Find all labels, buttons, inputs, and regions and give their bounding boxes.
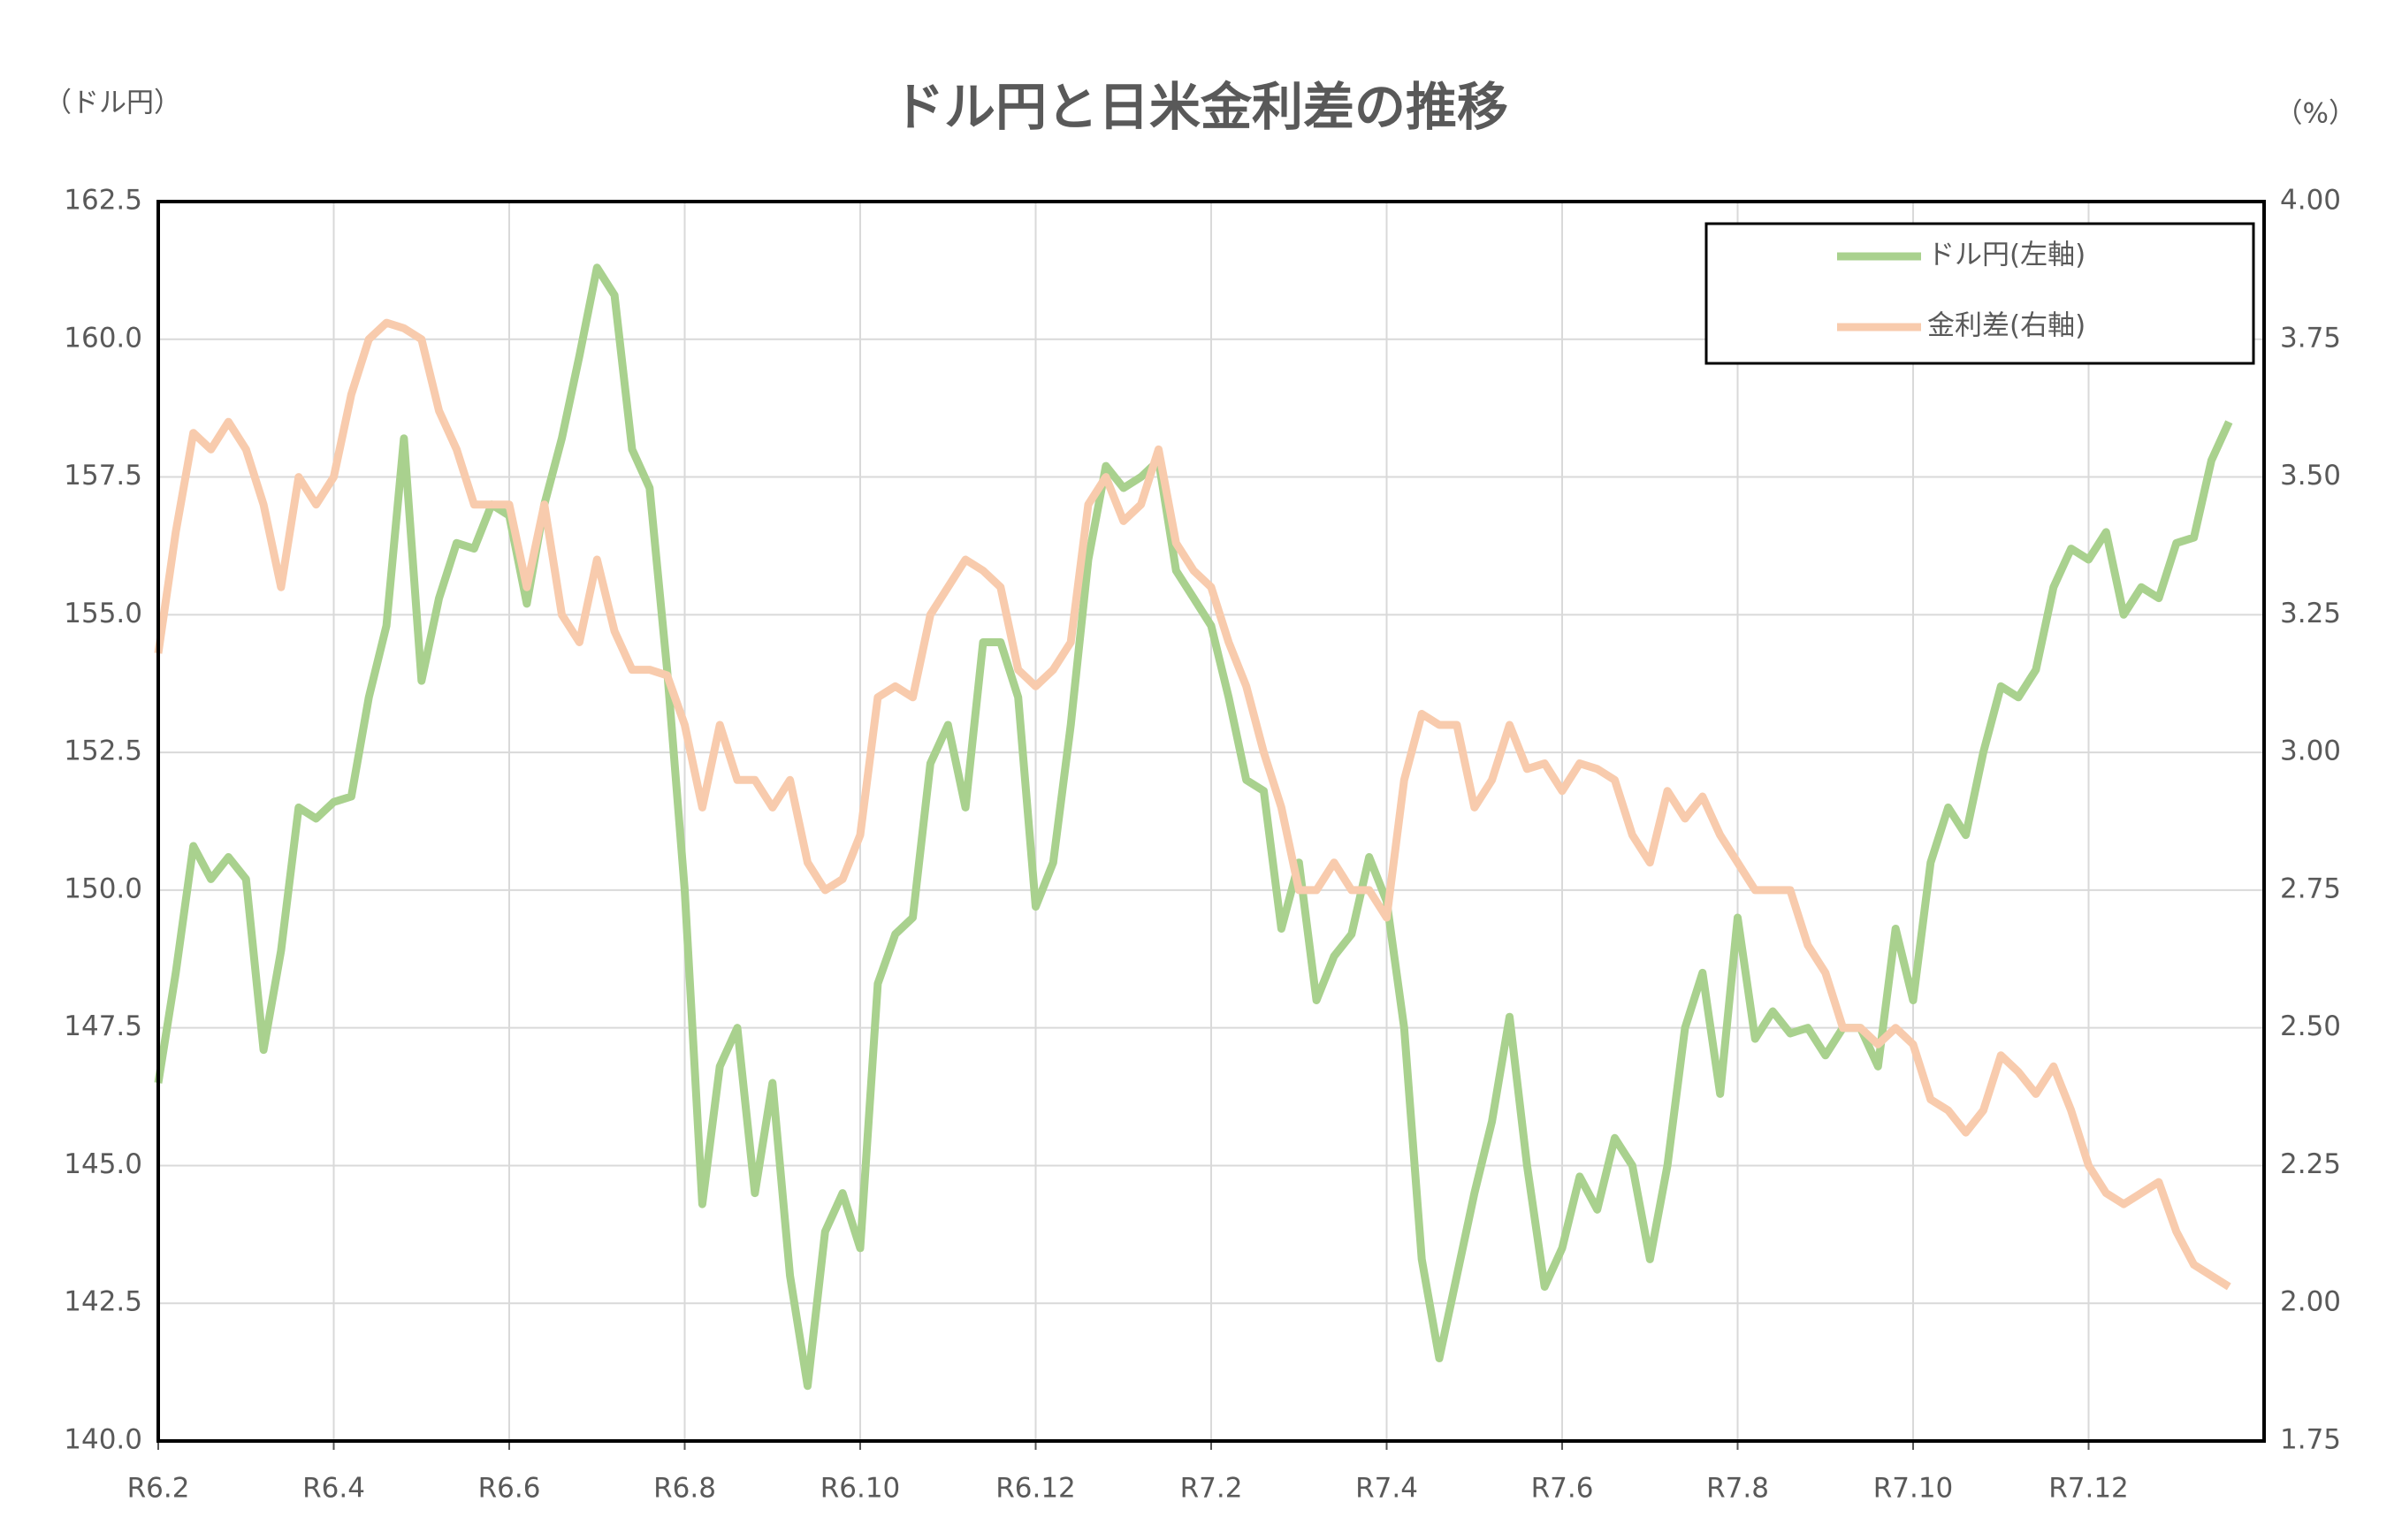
x-tick-label: R7.6 — [1531, 1473, 1594, 1505]
y2-tick-label: 3.50 — [2280, 460, 2341, 492]
y-tick-label: 160.0 — [64, 322, 142, 354]
x-tick-label: R7.12 — [2048, 1473, 2129, 1505]
x-tick-label: R6.4 — [302, 1473, 365, 1505]
y2-tick-label: 2.25 — [2280, 1148, 2341, 1180]
y2-tick-label: 1.75 — [2280, 1424, 2341, 1456]
y2-tick-label: 2.50 — [2280, 1010, 2341, 1042]
y2-tick-label: 3.75 — [2280, 322, 2341, 354]
y-tick-label: 145.0 — [64, 1148, 142, 1180]
y-tick-label: 142.5 — [64, 1286, 142, 1318]
y-tick-label: 162.5 — [64, 185, 142, 217]
chart-title: ドル円と日米金利差の推移 — [893, 77, 1508, 137]
y-tick-label: 155.0 — [64, 598, 142, 629]
x-tick-label: R7.10 — [1873, 1473, 1954, 1505]
y-tick-label: 157.5 — [64, 460, 142, 492]
y-tick-label: 150.0 — [64, 873, 142, 904]
x-tick-label: R6.8 — [653, 1473, 716, 1505]
x-tick-label: R7.4 — [1355, 1473, 1418, 1505]
y2-tick-label: 3.25 — [2280, 598, 2341, 629]
data-line — [154, 318, 2231, 1291]
x-tick-label: R7.8 — [1706, 1473, 1769, 1505]
legend-label: ドル円(左軸) — [1927, 240, 2086, 271]
x-tick-label: R6.2 — [127, 1473, 190, 1505]
y-tick-label: 147.5 — [64, 1010, 142, 1042]
x-tick-label: R6.12 — [995, 1473, 1076, 1505]
plot-border — [156, 200, 2266, 1443]
y-axis-label: （ドル円） — [44, 88, 181, 119]
y2-tick-label: 2.00 — [2280, 1286, 2341, 1318]
y-tick-label: 152.5 — [64, 736, 142, 767]
y2-tick-label: 3.00 — [2280, 736, 2341, 767]
legend-label: 金利差(右軸) — [1927, 310, 2086, 342]
x-tick-label: R6.6 — [478, 1473, 541, 1505]
x-tick-label: R7.2 — [1180, 1473, 1243, 1505]
x-tick-label: R6.10 — [820, 1473, 901, 1505]
legend-box — [1704, 222, 2255, 365]
data-line — [154, 263, 2233, 1391]
y2-axis-label: （%） — [2276, 98, 2356, 130]
y2-tick-label: 2.75 — [2280, 873, 2341, 904]
y2-tick-label: 4.00 — [2280, 185, 2341, 217]
y-tick-label: 140.0 — [64, 1424, 142, 1456]
